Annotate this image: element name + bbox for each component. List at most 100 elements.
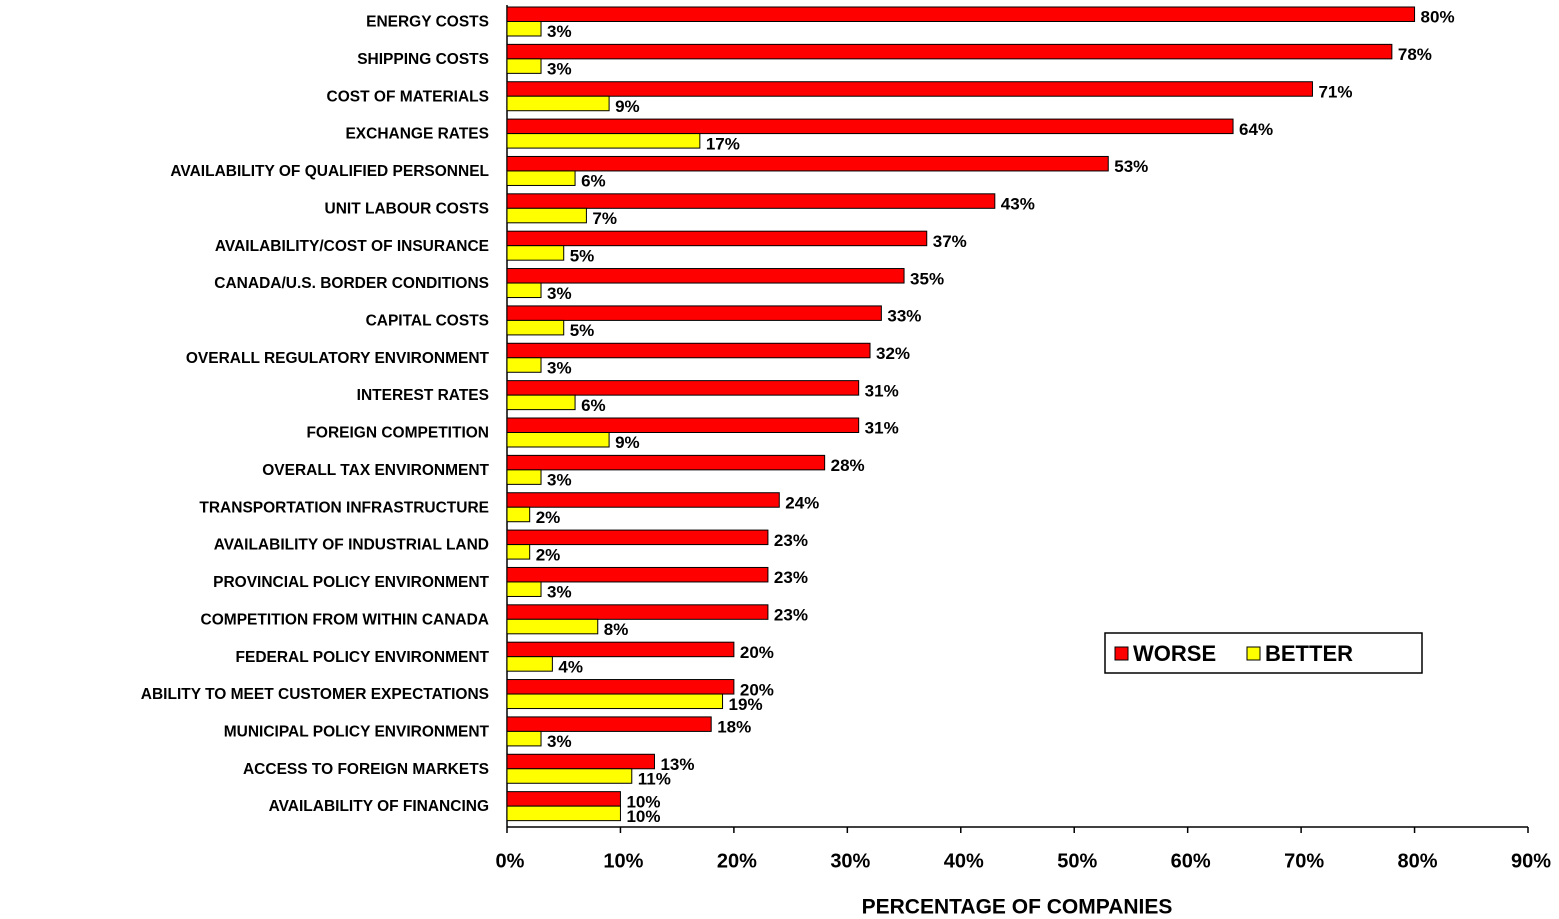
value-label: 3%: [547, 22, 572, 41]
value-label: 31%: [865, 381, 899, 400]
value-label: 4%: [558, 657, 583, 676]
value-label: 3%: [547, 732, 572, 751]
bar: [506, 380, 860, 396]
value-label: 28%: [831, 456, 865, 475]
category-label: CAPITAL COSTS: [366, 313, 489, 330]
bar: [506, 268, 905, 284]
category-label: OVERALL REGULATORY ENVIRONMENT: [186, 350, 490, 367]
category-label: EXCHANGE RATES: [345, 126, 489, 143]
bar: [506, 118, 1234, 135]
bar: [506, 492, 780, 508]
bar: [506, 791, 621, 807]
bar: [506, 566, 769, 583]
bar: [506, 245, 565, 261]
legend-swatch: [1246, 646, 1261, 661]
x-tick-label: 80%: [1398, 850, 1438, 872]
bar: [506, 693, 724, 710]
value-label: 23%: [774, 568, 808, 587]
category-label: CANADA/U.S. BORDER CONDITIONS: [214, 275, 489, 292]
bar: [506, 506, 531, 523]
value-label: 71%: [1318, 82, 1352, 101]
value-label: 8%: [604, 620, 629, 639]
x-tick-label: 0%: [496, 850, 525, 872]
value-label: 13%: [660, 755, 694, 774]
value-label: 31%: [865, 419, 899, 438]
bar: [506, 155, 1109, 172]
bar: [506, 282, 542, 299]
bar: [506, 357, 542, 373]
x-tick-label: 70%: [1284, 850, 1324, 872]
bar: [506, 805, 621, 822]
category-label: MUNICIPAL POLICY ENVIRONMENT: [224, 724, 490, 741]
value-label: 24%: [785, 493, 819, 512]
bar: [506, 81, 1313, 97]
legend-swatch: [1114, 646, 1129, 661]
x-tick-label: 50%: [1057, 850, 1097, 872]
value-label: 3%: [547, 471, 572, 490]
x-tick-label: 20%: [717, 850, 757, 872]
value-label: 37%: [933, 232, 967, 251]
x-tick-label: 10%: [603, 850, 643, 872]
bar: [506, 342, 871, 359]
legend-label: BETTER: [1265, 641, 1353, 666]
legend-box: [1104, 632, 1423, 674]
bar: [506, 133, 701, 149]
bar: [506, 207, 587, 224]
category-label: AVAILABILITY/COST OF INSURANCE: [215, 238, 489, 255]
value-label: 20%: [740, 643, 774, 662]
bar: [506, 679, 735, 695]
value-label: 35%: [910, 269, 944, 288]
category-label: OVERALL TAX ENVIRONMENT: [262, 462, 489, 479]
category-label: ACCESS TO FOREIGN MARKETS: [243, 761, 489, 778]
bar: [506, 6, 1416, 22]
value-label: 6%: [581, 172, 606, 191]
value-label: 9%: [615, 433, 640, 452]
bar: [506, 454, 826, 471]
category-label: UNIT LABOUR COSTS: [325, 200, 489, 217]
value-label: 17%: [706, 134, 740, 153]
value-label: 9%: [615, 97, 640, 116]
value-label: 10%: [626, 792, 660, 811]
value-label: 6%: [581, 396, 606, 415]
bar: [506, 417, 860, 433]
category-label: INTEREST RATES: [357, 387, 489, 404]
bar: [506, 469, 542, 485]
category-label: AVAILABILITY OF INDUSTRIAL LAND: [214, 537, 489, 554]
bar: [506, 768, 633, 784]
x-tick-label: 90%: [1511, 850, 1551, 872]
value-label: 20%: [740, 680, 774, 699]
x-tick-label: 60%: [1171, 850, 1211, 872]
category-label: FEDERAL POLICY ENVIRONMENT: [236, 649, 490, 666]
bar: [506, 58, 542, 74]
value-label: 53%: [1114, 157, 1148, 176]
legend-label: WORSE: [1133, 641, 1216, 666]
bar: [506, 432, 610, 448]
category-label: ABILITY TO MEET CUSTOMER EXPECTATIONS: [141, 686, 489, 703]
bar: [506, 43, 1393, 60]
bar: [506, 544, 531, 560]
bar: [506, 753, 655, 770]
bar: [506, 641, 735, 658]
category-label: COST OF MATERIALS: [327, 88, 489, 105]
value-label: 43%: [1001, 195, 1035, 214]
category-label: TRANSPORTATION INFRASTRUCTURE: [199, 499, 489, 516]
bar: [506, 730, 542, 747]
x-tick-label: 30%: [830, 850, 870, 872]
x-axis-title: PERCENTAGE OF COMPANIES: [862, 896, 1173, 919]
bar: [506, 394, 576, 411]
value-label: 32%: [876, 344, 910, 363]
value-label: 3%: [547, 583, 572, 602]
category-label: ENERGY COSTS: [366, 14, 489, 31]
value-label: 3%: [547, 284, 572, 303]
value-label: 78%: [1398, 45, 1432, 64]
value-label: 10%: [626, 807, 660, 826]
bar: [506, 21, 542, 37]
value-label: 18%: [717, 718, 751, 737]
value-label: 5%: [570, 321, 595, 340]
value-label: 64%: [1239, 120, 1273, 139]
bar: [506, 230, 928, 247]
bar: [506, 170, 576, 186]
category-label: AVAILABILITY OF FINANCING: [269, 798, 489, 815]
category-label: FOREIGN COMPETITION: [306, 425, 489, 442]
